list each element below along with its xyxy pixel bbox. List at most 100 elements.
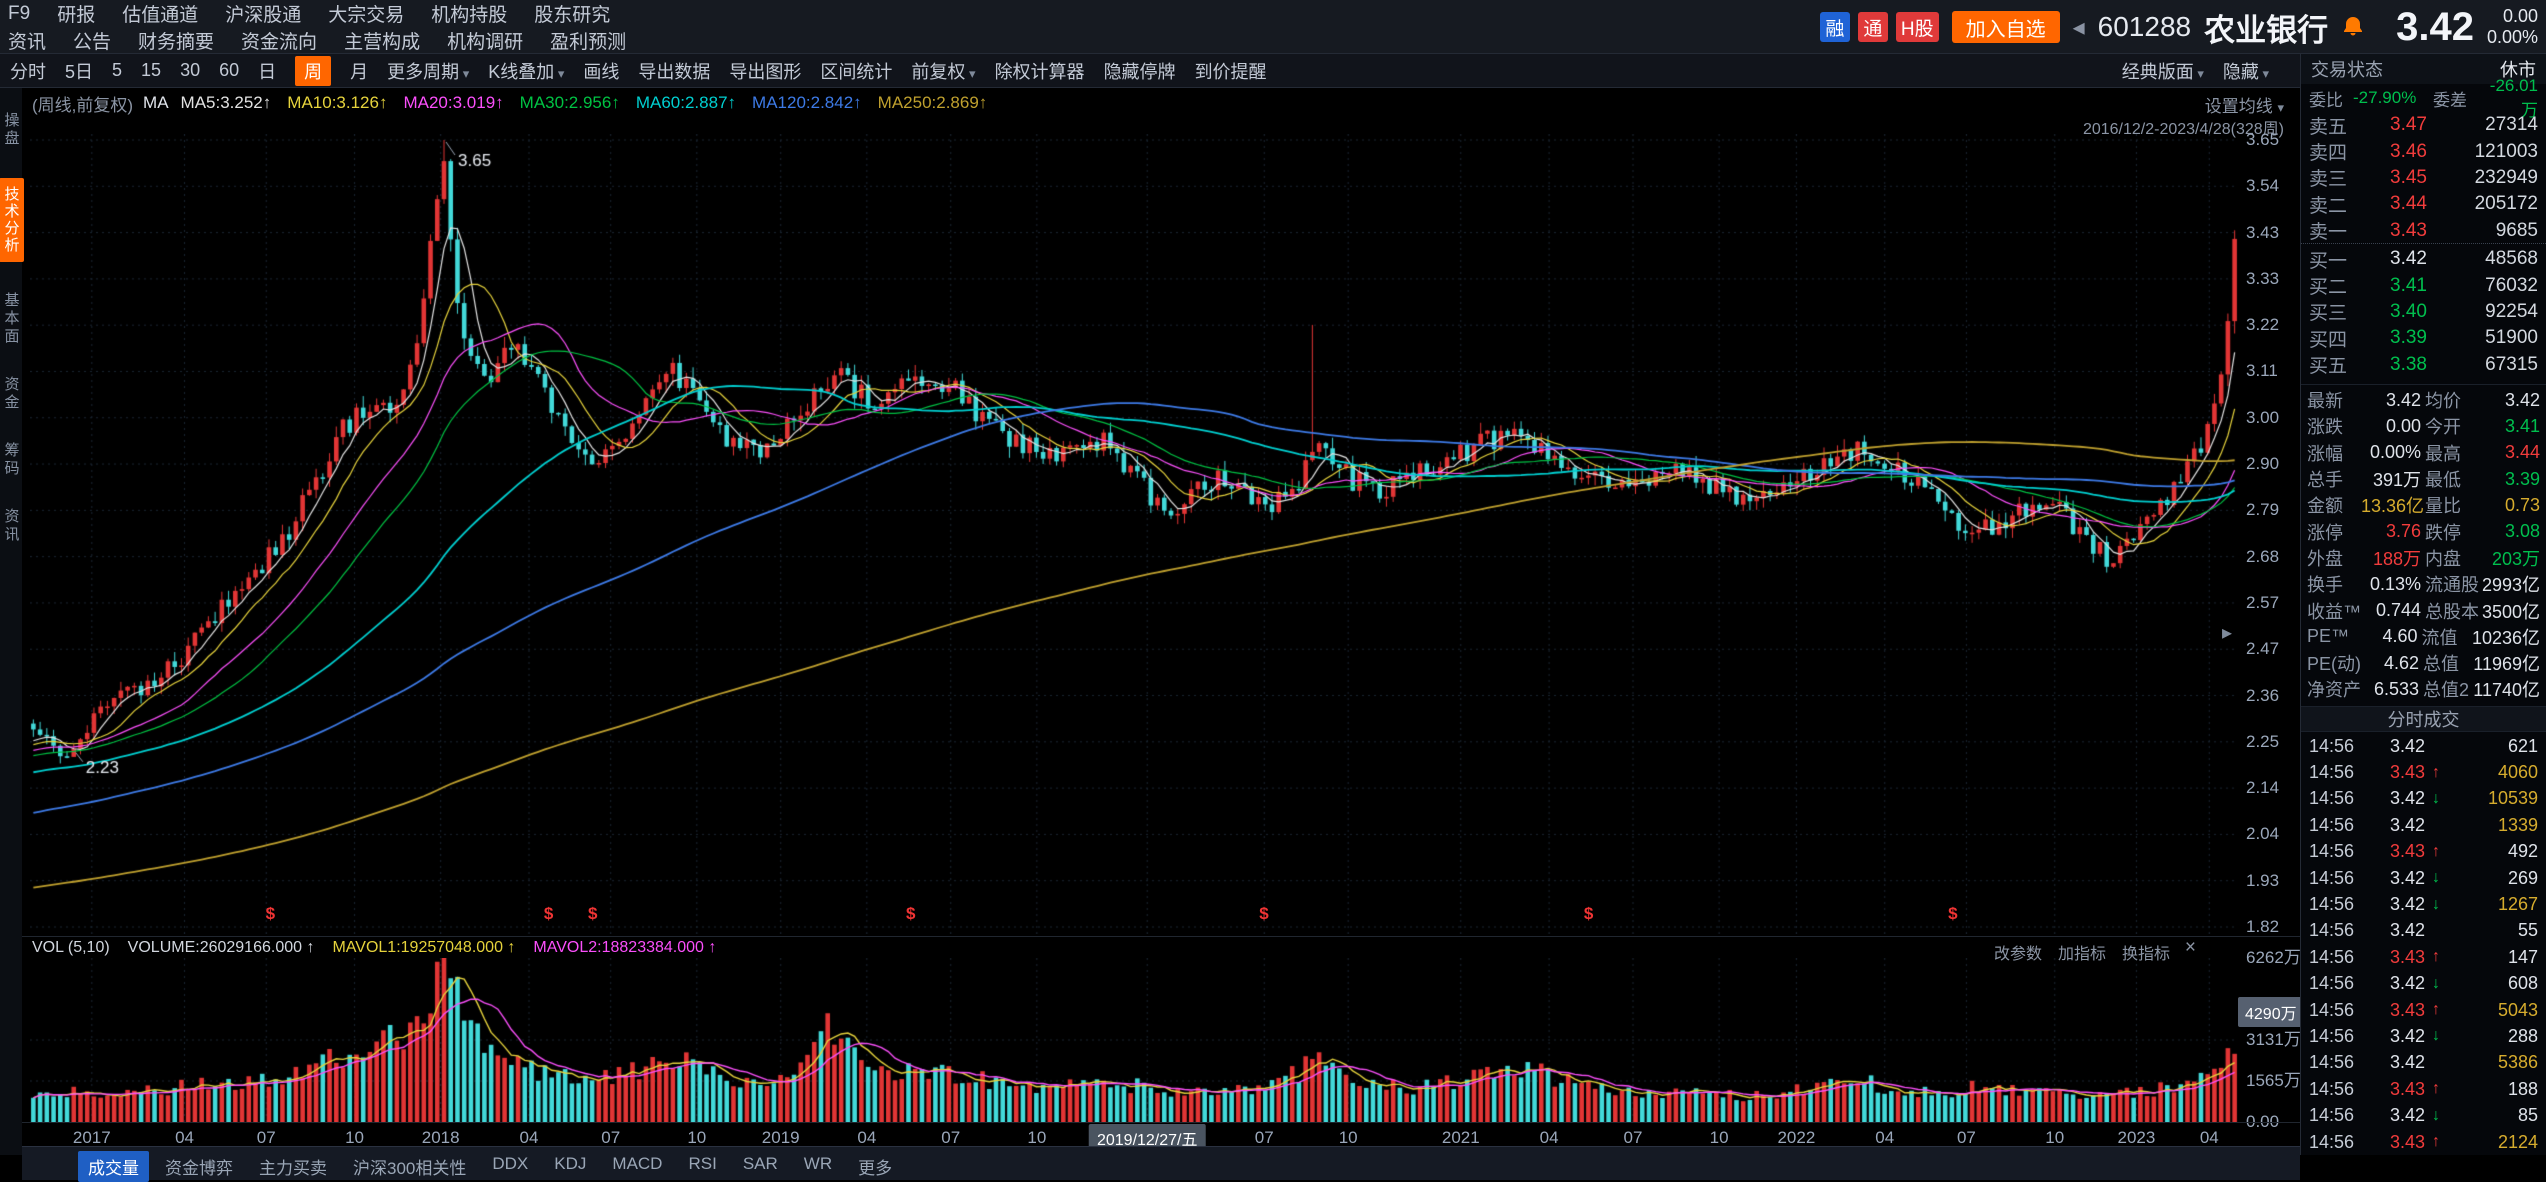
price-tick-label: 2.68 [2246,546,2280,566]
toolbar-item[interactable]: 前复权 ▾ [911,61,976,82]
volume-tool-button[interactable]: 换指标 [2121,946,2170,963]
toolbar-item[interactable]: 更多周期 ▾ [387,61,470,82]
trade-direction-icon: ↓ [2432,974,2440,992]
toolbar-item[interactable]: 分时 [10,61,46,82]
chevron-down-icon: ▾ [2193,66,2204,81]
stat-label: 跌停 [2425,522,2461,543]
stat-value: 2993亿 [2481,575,2540,596]
trade-row: 14:56 3.43 ↑ 2124 [2301,1129,2546,1155]
toolbar-item[interactable]: 15 [141,60,162,80]
toolbar-item[interactable]: 5 [112,60,123,80]
ask-row-volume: 121003 [2474,140,2538,162]
back-arrow-icon[interactable]: ◂ [2072,13,2085,41]
stock-badge[interactable]: 通 [1857,12,1888,42]
toolbar-item[interactable]: 导出数据 [638,61,711,82]
menu-item[interactable]: 主营构成 [344,32,421,53]
indicator-tab[interactable]: 主力买卖 [259,1159,327,1178]
dividend-icon[interactable]: $ [588,904,598,923]
menu-item[interactable]: F9 [8,2,31,24]
alert-bell-icon[interactable] [2341,15,2365,39]
menu-item[interactable]: 资金流向 [241,32,318,53]
menu-item[interactable]: 估值通道 [122,5,199,26]
kline-chart-canvas[interactable] [30,134,2238,934]
volume-tool-button[interactable]: 改参数 [1993,946,2042,963]
menu-item[interactable]: 公告 [73,32,112,53]
rail-tab[interactable]: 技术分析 [0,178,24,262]
time-sales-list: 14:56 3.42 621 14:56 3.43 ↑ 4060 14:56 3.42 ↓ 1053… [2301,733,2546,1155]
indicator-tab[interactable]: 沪深300相关性 [353,1159,467,1178]
toolbar-item[interactable]: 月 [350,61,369,82]
stat-value: 3.39 [2504,468,2540,489]
volume-tool-button[interactable]: 加指标 [2057,946,2106,963]
indicator-tab[interactable]: 资金博弈 [165,1159,233,1178]
close-indicator-icon[interactable]: × [2184,937,2196,958]
dividend-icon[interactable]: $ [1948,904,1958,923]
ask-row-volume: 27314 [2485,114,2538,136]
stock-badge[interactable]: 融 [1819,12,1850,42]
menu-item[interactable]: 大宗交易 [328,5,405,26]
menu-item[interactable]: 机构调研 [447,32,524,53]
trade-price: 3.42 [2389,867,2425,888]
trade-price: 3.43 [2389,1131,2425,1152]
panel-collapse-arrow-icon[interactable]: ▸ [2222,622,2233,644]
trade-time: 14:56 [2309,735,2355,756]
toolbar-item[interactable]: 5日 [65,61,94,82]
toolbar-item[interactable]: K线叠加 ▾ [488,61,565,82]
indicator-tab[interactable]: 成交量 [78,1151,149,1182]
rail-tab[interactable]: 资讯 [2,508,20,544]
bid-row: 买二 3.41 76032 [2301,272,2546,299]
price-tick-label: 2.90 [2246,454,2280,474]
menu-item[interactable]: 股东研究 [534,5,611,26]
ma-legend-item: MA60:2.887↑ [635,93,737,112]
dividend-icon[interactable]: $ [1583,904,1594,923]
bid-row-volume: 51900 [2485,327,2538,349]
toolbar-item[interactable]: 经典版面 ▾ [2121,62,2204,82]
menu-item[interactable]: 研报 [57,5,96,26]
dividend-icon[interactable]: $ [265,904,276,923]
price-tick-label: 3.43 [2246,222,2280,242]
rail-tab[interactable]: 基本面 [2,292,20,346]
stat-label: 金额 [2307,496,2343,517]
toolbar-item[interactable]: 周 [295,55,332,86]
trade-row: 14:56 3.43 ↑ 188 [2301,1076,2546,1102]
price-tick-label: 3.54 [2246,176,2280,196]
trade-row: 14:56 3.43 ↑ 492 [2301,839,2546,865]
toolbar-item[interactable]: 画线 [583,61,620,82]
add-to-watchlist-button[interactable]: 加入自选 [1951,11,2060,43]
dividend-icon[interactable]: $ [905,904,916,923]
stock-badge[interactable]: H股 [1895,12,1939,42]
menu-item[interactable]: 资讯 [8,32,47,53]
toolbar-item[interactable]: 隐藏 ▾ [2222,62,2269,82]
menu-item[interactable]: 盈利预测 [550,32,627,53]
indicator-tab[interactable]: 更多 [858,1159,893,1178]
toolbar-item[interactable]: 区间统计 [820,61,893,82]
toolbar-item[interactable]: 30 [180,60,201,80]
toolbar-item[interactable]: 除权计算器 [994,61,1085,82]
stat-value: 0.00 [2385,415,2421,436]
menu-item[interactable]: 机构持股 [431,5,508,26]
ma-settings-button[interactable]: 设置均线 ▾ [2205,92,2284,117]
volume-chart-canvas[interactable] [30,958,2238,1122]
toolbar-item[interactable]: 到价提醒 [1194,61,1267,82]
stats-row: 换手 0.13% 流通股 2993亿 [2301,571,2546,597]
rail-tab[interactable]: 筹码 [2,442,20,478]
trade-volume: 4060 [2497,762,2538,783]
menu-item[interactable]: 沪深股通 [225,5,302,26]
rail-tab[interactable]: 操盘 [2,112,20,148]
trade-direction-icon: ↓ [2432,789,2440,807]
rail-tab[interactable]: 资金 [2,376,20,412]
price-tick-label: 3.00 [2246,407,2280,427]
price-tick-label: 3.33 [2246,268,2280,288]
toolbar-item[interactable]: 日 [258,61,277,82]
toolbar-item[interactable]: 隐藏停牌 [1103,61,1176,82]
trade-time: 14:56 [2309,788,2355,809]
menu-item[interactable]: 财务摘要 [138,32,215,53]
dividend-icon[interactable]: $ [543,904,554,923]
stat-value: 3.44 [2504,442,2540,463]
weibi-label: 委比 [2309,90,2343,110]
trade-direction-icon: ↑ [2432,948,2440,966]
toolbar-item[interactable]: 导出图形 [729,61,802,82]
toolbar-item[interactable]: 60 [219,60,240,80]
stat-value: 3.42 [2504,389,2540,410]
dividend-icon[interactable]: $ [1259,904,1269,923]
